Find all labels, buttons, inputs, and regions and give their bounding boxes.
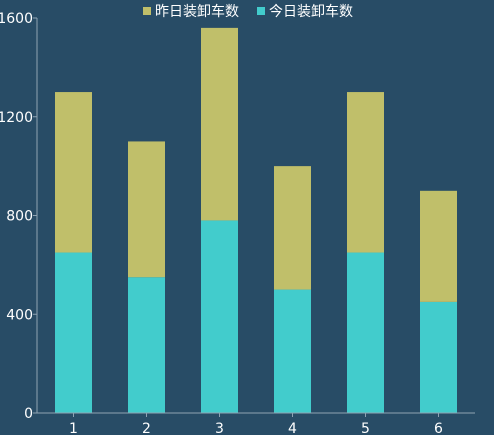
bar-segment (347, 252, 384, 413)
y-tick-label: 1200 (0, 110, 33, 126)
bar-segment (274, 166, 311, 290)
y-tick-label: 0 (24, 406, 33, 422)
legend-swatch[interactable] (143, 7, 151, 15)
bar-segment (55, 92, 92, 253)
x-tick-label: 4 (288, 421, 297, 435)
bar-segment (201, 220, 238, 413)
bar-segment (274, 289, 311, 413)
x-tick-label: 6 (434, 421, 443, 435)
chart-legend: 昨日装卸车数 今日装卸车数 (143, 3, 353, 20)
bar-segment (128, 141, 165, 278)
y-tick-label: 800 (6, 209, 33, 225)
bar-segment (128, 277, 165, 413)
y-tick-label: 1600 (0, 11, 33, 27)
legend-label[interactable]: 今日装卸车数 (269, 3, 353, 20)
x-tick-label: 3 (215, 421, 224, 435)
legend-swatch[interactable] (257, 7, 265, 15)
x-tick-label: 2 (142, 421, 151, 435)
legend-label[interactable]: 昨日装卸车数 (155, 3, 239, 20)
bar-segment (420, 190, 457, 302)
x-tick-label: 5 (361, 421, 370, 435)
y-tick-label: 400 (6, 307, 33, 323)
x-tick-label: 1 (69, 421, 78, 435)
bar-segment (347, 92, 384, 253)
bar-segment (201, 27, 238, 221)
bar-segment (420, 301, 457, 413)
bar-segment (55, 252, 92, 413)
chart-axes: 0 400 800 1200 1600 1 2 3 4 5 6 (0, 11, 475, 435)
chart-bars (55, 27, 457, 413)
